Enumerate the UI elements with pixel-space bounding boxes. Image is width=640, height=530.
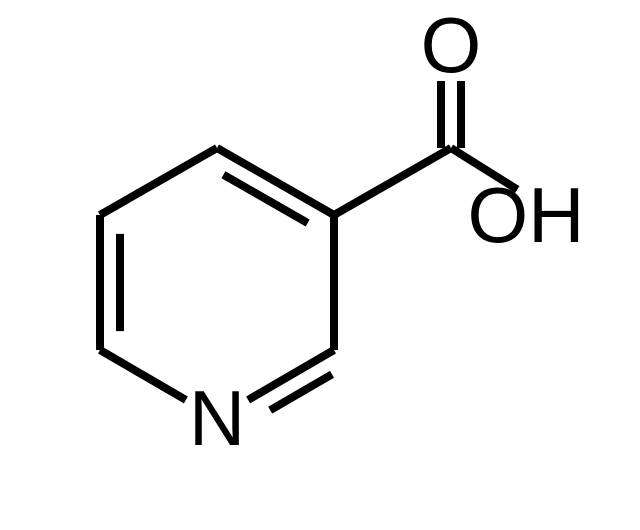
- atom-labels-layer: N O OH: [189, 1, 585, 462]
- bond-line: [223, 175, 307, 223]
- atom-label-o8: O: [421, 1, 482, 89]
- molecule-canvas: N O OH: [0, 0, 640, 530]
- atom-label-o9: OH: [468, 171, 585, 259]
- bond-line: [334, 148, 451, 215]
- bond-line: [100, 350, 186, 400]
- bonds-layer: [100, 81, 517, 410]
- bond-line: [100, 148, 217, 215]
- atom-label-n3: N: [189, 374, 245, 462]
- bond-line: [248, 350, 334, 400]
